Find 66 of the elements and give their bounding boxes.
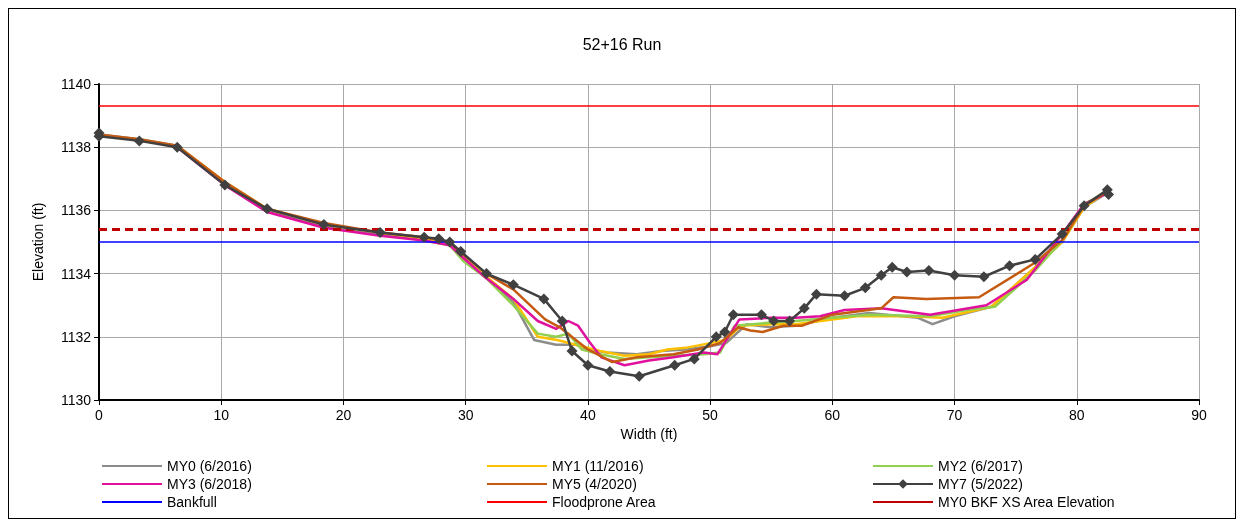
legend-label: MY0 BKF XS Area Elevation	[938, 494, 1115, 510]
point	[1078, 200, 1090, 212]
y-axis-title: Elevation (ft)	[30, 202, 46, 282]
point	[374, 227, 386, 239]
y-tick-label: 1140	[60, 76, 92, 92]
point	[1056, 228, 1068, 240]
point	[810, 288, 822, 300]
point	[719, 326, 731, 338]
point	[688, 353, 700, 365]
x-tick-label: 30	[457, 407, 474, 423]
point	[784, 315, 796, 327]
y-tick-label: 1132	[60, 328, 92, 345]
point	[219, 179, 231, 191]
x-tick-label: 20	[335, 407, 352, 423]
point	[171, 141, 183, 153]
point	[839, 290, 851, 302]
point	[923, 264, 935, 276]
point	[886, 261, 898, 273]
y-tick-label: 1130	[60, 392, 92, 408]
x-tick-label: 60	[824, 407, 841, 423]
point	[859, 282, 871, 294]
legend-label: MY2 (6/2017)	[938, 458, 1023, 474]
point	[875, 269, 887, 281]
point	[261, 203, 273, 215]
legend-label: MY0 (6/2016)	[167, 458, 252, 474]
x-tick-label: 0	[95, 407, 104, 423]
legend-label: MY5 (4/2020)	[552, 476, 637, 492]
point	[582, 359, 594, 371]
legend-label: MY7 (5/2022)	[938, 476, 1023, 492]
legend-label: Floodprone Area	[552, 494, 656, 510]
point	[727, 309, 739, 321]
point	[318, 219, 330, 231]
point	[1029, 253, 1041, 265]
point	[507, 279, 519, 291]
point	[901, 266, 913, 278]
x-tick-label: 90	[1191, 407, 1207, 423]
point	[133, 135, 145, 147]
point	[433, 233, 445, 245]
point	[538, 293, 550, 305]
legend-label: MY3 (6/2018)	[167, 476, 252, 492]
point	[710, 331, 722, 343]
y-tick-label: 1136	[60, 202, 92, 219]
point	[949, 269, 961, 281]
legend-label: MY1 (11/2016)	[552, 458, 644, 474]
x-tick-label: 50	[702, 407, 719, 423]
point	[455, 245, 467, 257]
chart-title: 52+16 Run	[582, 35, 662, 53]
x-tick-label: 40	[580, 407, 596, 423]
point	[604, 366, 616, 378]
point	[480, 268, 492, 280]
y-tick-label: 1138	[60, 139, 92, 156]
point	[633, 370, 645, 382]
point	[978, 271, 990, 283]
point	[444, 236, 456, 248]
legend-label: Bankfull	[167, 494, 217, 510]
point	[566, 345, 578, 357]
x-tick-label: 70	[946, 407, 963, 423]
x-axis-title: Width (ft)	[620, 425, 678, 442]
x-tick-label: 10	[213, 407, 230, 423]
point	[669, 359, 681, 371]
point	[1004, 260, 1016, 272]
point	[798, 302, 810, 314]
y-tick-label: 1134	[60, 265, 92, 282]
point	[556, 315, 568, 327]
point	[418, 231, 430, 243]
x-tick-label: 80	[1068, 407, 1085, 423]
